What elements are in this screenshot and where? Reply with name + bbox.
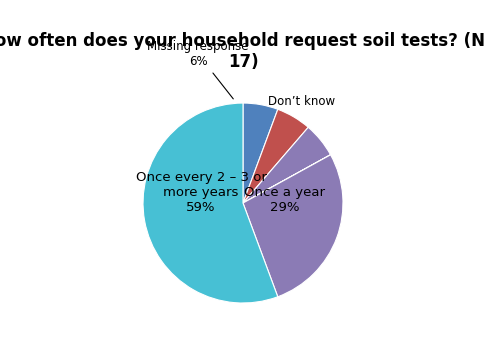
Text: Once a year
29%: Once a year 29% — [244, 186, 326, 214]
Wedge shape — [243, 155, 330, 203]
Wedge shape — [243, 103, 278, 203]
Text: Missing response
6%: Missing response 6% — [147, 40, 249, 99]
Wedge shape — [243, 109, 308, 203]
Text: Once every 2 – 3 or
more years
59%: Once every 2 – 3 or more years 59% — [136, 171, 266, 214]
Text: Don’t know: Don’t know — [268, 95, 335, 108]
Wedge shape — [143, 103, 278, 303]
Text: More frequently
than once a year
6%0%: More frequently than once a year 6%0% — [0, 342, 1, 343]
Wedge shape — [243, 127, 330, 203]
Title: How often does your household request soil tests? (N =
17): How often does your household request so… — [0, 32, 486, 71]
Wedge shape — [243, 155, 343, 297]
